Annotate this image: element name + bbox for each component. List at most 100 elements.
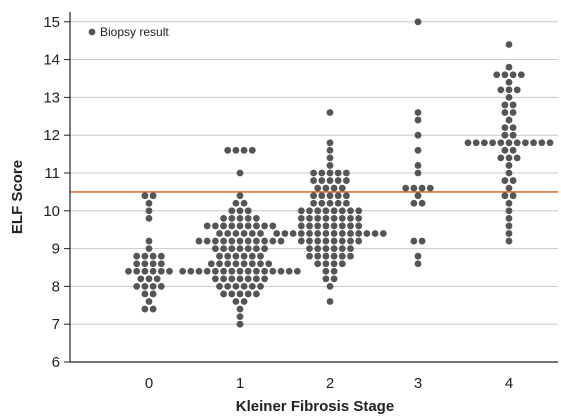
y-tick-label-3: 9: [52, 241, 60, 258]
data-point: [513, 86, 521, 94]
data-point: [330, 275, 338, 283]
data-point: [297, 237, 305, 245]
data-point: [414, 116, 422, 124]
data-point: [322, 184, 330, 192]
data-point: [277, 267, 285, 275]
data-point: [513, 139, 521, 147]
data-point: [338, 252, 346, 260]
data-point: [236, 305, 244, 313]
data-point: [505, 214, 513, 222]
data-point: [244, 290, 252, 298]
data-point: [501, 177, 509, 184]
data-point: [318, 199, 326, 207]
data-point: [326, 283, 334, 290]
data-point: [505, 116, 513, 124]
data-point: [497, 139, 505, 147]
data-point: [501, 124, 509, 132]
data-point: [236, 313, 244, 321]
y-tick-label-8: 14: [43, 52, 60, 69]
data-point: [505, 63, 513, 71]
data-point: [414, 146, 422, 154]
data-point: [505, 222, 513, 230]
data-point: [314, 184, 322, 192]
data-point: [318, 177, 326, 184]
data-point: [149, 305, 157, 313]
data-point: [501, 109, 509, 116]
data-point: [314, 245, 322, 253]
data-point: [418, 237, 426, 245]
data-point: [505, 207, 513, 215]
data-point: [402, 184, 410, 192]
data-point: [236, 267, 244, 275]
data-point: [228, 207, 236, 215]
data-point: [509, 192, 517, 200]
data-point: [338, 184, 346, 192]
data-point: [232, 199, 240, 207]
data-point: [343, 199, 350, 207]
data-point: [379, 230, 387, 237]
data-point: [285, 267, 293, 275]
data-point: [203, 267, 211, 275]
data-point: [338, 230, 346, 237]
data-point: [261, 245, 268, 253]
data-point: [426, 184, 434, 192]
data-point: [330, 252, 338, 260]
data-point: [343, 169, 350, 177]
data-point: [306, 207, 313, 215]
data-point: [220, 267, 228, 275]
data-point: [497, 86, 505, 94]
data-point: [253, 222, 260, 230]
data-point: [244, 237, 252, 245]
x-tick-label-3: 3: [414, 375, 422, 392]
y-tick-label-4: 10: [43, 203, 60, 220]
data-point: [355, 214, 363, 222]
data-point: [489, 139, 496, 147]
data-point: [240, 298, 248, 305]
data-point: [269, 267, 277, 275]
data-point: [269, 222, 277, 230]
data-point: [330, 214, 338, 222]
data-point: [314, 207, 322, 215]
data-point: [149, 260, 157, 268]
x-tick-label-2: 2: [326, 375, 334, 392]
data-point: [326, 192, 334, 200]
data-point: [244, 275, 252, 283]
data-point: [306, 252, 313, 260]
data-point: [330, 230, 338, 237]
data-point: [355, 237, 363, 245]
data-point: [141, 290, 149, 298]
data-point: [244, 207, 252, 215]
data-point: [414, 18, 422, 26]
data-point: [414, 169, 422, 177]
data-point: [338, 222, 346, 230]
data-point: [257, 283, 264, 290]
data-point: [505, 237, 513, 245]
data-point: [212, 275, 219, 283]
data-point: [137, 275, 145, 283]
data-point: [141, 283, 149, 290]
data-point: [261, 275, 268, 283]
data-point: [501, 131, 509, 139]
data-point: [318, 169, 326, 177]
data-point: [244, 245, 252, 253]
data-point: [310, 192, 317, 200]
data-point: [414, 260, 422, 268]
data-point: [236, 192, 244, 200]
data-point: [220, 245, 228, 253]
y-tick-label-7: 13: [43, 89, 60, 106]
data-point: [347, 214, 354, 222]
data-point: [326, 139, 334, 147]
data-point: [509, 177, 517, 184]
data-point: [505, 230, 513, 237]
y-axis-title: ELF Score: [9, 160, 26, 234]
legend-label: Biopsy result: [100, 25, 169, 39]
data-point: [338, 237, 346, 245]
data-point: [240, 199, 248, 207]
x-tick-labels: 0 1 2 3 4: [145, 375, 513, 392]
data-point: [240, 230, 248, 237]
data-point: [314, 222, 322, 230]
data-point: [133, 260, 141, 268]
data-point: [289, 230, 297, 237]
data-point: [212, 237, 219, 245]
data-point: [464, 139, 472, 147]
